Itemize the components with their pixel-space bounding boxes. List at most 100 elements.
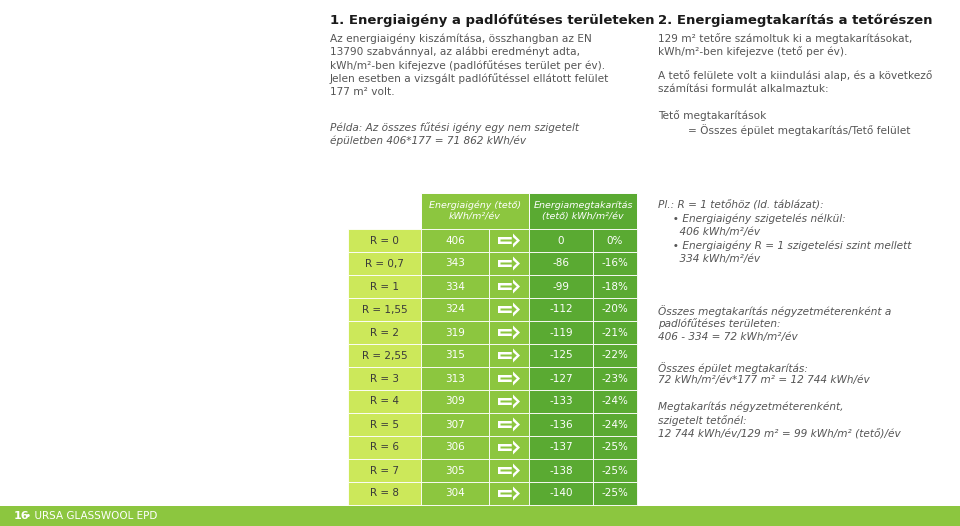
Text: Az energiaigény kiszámítása, összhangban az EN: Az energiaigény kiszámítása, összhangban…: [330, 33, 591, 44]
Text: -25%: -25%: [602, 466, 629, 476]
Text: -127: -127: [549, 373, 573, 383]
Text: -140: -140: [549, 489, 573, 499]
Bar: [421, 229, 489, 252]
Text: Jelen esetben a vizsgált padlófűtéssel ellátott felület: Jelen esetben a vizsgált padlófűtéssel e…: [330, 74, 610, 85]
Bar: [529, 275, 593, 298]
Text: -18%: -18%: [602, 281, 629, 291]
Bar: [593, 275, 637, 298]
Bar: [348, 275, 421, 298]
Bar: [489, 413, 529, 436]
Polygon shape: [498, 234, 520, 248]
Polygon shape: [498, 326, 520, 339]
Text: 0: 0: [558, 236, 564, 246]
Polygon shape: [498, 440, 520, 454]
Bar: [529, 193, 637, 229]
Text: = Összes épület megtakarítás/Tető felület: = Összes épület megtakarítás/Tető felüle…: [688, 124, 910, 136]
Bar: [489, 252, 529, 275]
Polygon shape: [500, 466, 516, 475]
Bar: [421, 459, 489, 482]
Bar: [529, 229, 593, 252]
Text: Megtakarítás négyzetméterenként,: Megtakarítás négyzetméterenként,: [658, 402, 844, 412]
Text: Energiaigény (tető)
kWh/m²/év: Energiaigény (tető) kWh/m²/év: [429, 201, 521, 221]
Polygon shape: [500, 443, 516, 452]
Bar: [489, 436, 529, 459]
Bar: [489, 390, 529, 413]
Text: 306: 306: [445, 442, 465, 452]
Text: Példa: Az összes fűtési igény egy nem szigetelt: Példa: Az összes fűtési igény egy nem sz…: [330, 122, 579, 133]
Text: R = 1,55: R = 1,55: [362, 305, 407, 315]
Bar: [348, 229, 421, 252]
Polygon shape: [500, 512, 516, 521]
Bar: [421, 367, 489, 390]
Text: A tető felülete volt a kiindulási alap, és a következő: A tető felülete volt a kiindulási alap, …: [658, 70, 932, 81]
Bar: [529, 390, 593, 413]
Text: R = 7: R = 7: [370, 466, 399, 476]
Bar: [489, 229, 529, 252]
Text: 2. Energiamegtakarítás a tetőrészen: 2. Energiamegtakarítás a tetőrészen: [658, 14, 932, 27]
Text: épületben 406*177 = 71 862 kWh/év: épületben 406*177 = 71 862 kWh/év: [330, 136, 526, 146]
Text: R = 0: R = 0: [370, 236, 399, 246]
Text: padlófűtéses területen:: padlófűtéses területen:: [658, 319, 780, 329]
Text: 304: 304: [445, 489, 465, 499]
Bar: [348, 390, 421, 413]
Bar: [0, 506, 960, 526]
Text: -86: -86: [553, 258, 569, 268]
Text: -141: -141: [549, 511, 573, 521]
Bar: [529, 436, 593, 459]
Bar: [489, 459, 529, 482]
Text: -138: -138: [549, 466, 573, 476]
Polygon shape: [498, 257, 520, 270]
Bar: [348, 436, 421, 459]
Bar: [348, 344, 421, 367]
Bar: [529, 344, 593, 367]
Text: kWh/m²-ben kifejezve (tető per év).: kWh/m²-ben kifejezve (tető per év).: [658, 46, 848, 57]
Text: 406 - 334 = 72 kWh/m²/év: 406 - 334 = 72 kWh/m²/év: [658, 332, 798, 342]
Polygon shape: [498, 394, 520, 409]
Polygon shape: [498, 463, 520, 478]
Polygon shape: [500, 259, 516, 268]
Bar: [593, 390, 637, 413]
Polygon shape: [498, 349, 520, 362]
Polygon shape: [498, 418, 520, 431]
Polygon shape: [500, 282, 516, 291]
Bar: [593, 321, 637, 344]
Bar: [593, 413, 637, 436]
Text: R = 8: R = 8: [370, 489, 399, 499]
Bar: [421, 252, 489, 275]
Bar: [593, 252, 637, 275]
Bar: [529, 482, 593, 505]
Bar: [421, 436, 489, 459]
Text: R = 2: R = 2: [370, 328, 399, 338]
Bar: [421, 193, 529, 229]
Bar: [593, 229, 637, 252]
Polygon shape: [500, 397, 516, 406]
Polygon shape: [498, 302, 520, 317]
Text: 319: 319: [445, 328, 465, 338]
Text: Energiamegtakarítás
(tető) kWh/m²/év: Energiamegtakarítás (tető) kWh/m²/év: [533, 201, 633, 221]
Text: -24%: -24%: [602, 420, 629, 430]
Bar: [593, 436, 637, 459]
Text: -99: -99: [553, 281, 569, 291]
Text: • Energiaigény R = 1 szigetelési szint mellett: • Energiaigény R = 1 szigetelési szint m…: [666, 240, 911, 251]
Bar: [489, 367, 529, 390]
Text: 129 m² tetőre számoltuk ki a megtakarításokat,: 129 m² tetőre számoltuk ki a megtakarítá…: [658, 33, 912, 44]
Text: -136: -136: [549, 420, 573, 430]
Bar: [489, 298, 529, 321]
Text: R = 3: R = 3: [370, 373, 399, 383]
Text: 343: 343: [445, 258, 465, 268]
Text: 313: 313: [445, 373, 465, 383]
Text: -137: -137: [549, 442, 573, 452]
Text: 334: 334: [445, 281, 465, 291]
Polygon shape: [500, 351, 516, 360]
Bar: [421, 321, 489, 344]
Text: -119: -119: [549, 328, 573, 338]
Text: 303: 303: [445, 511, 465, 521]
Bar: [348, 459, 421, 482]
Text: -22%: -22%: [602, 350, 629, 360]
Text: R = 6: R = 6: [370, 442, 399, 452]
Bar: [529, 367, 593, 390]
Text: -25%: -25%: [602, 511, 629, 521]
Text: 305: 305: [445, 466, 465, 476]
Text: 406 kWh/m²/év: 406 kWh/m²/év: [666, 227, 760, 237]
Text: R = 2,55: R = 2,55: [362, 350, 407, 360]
